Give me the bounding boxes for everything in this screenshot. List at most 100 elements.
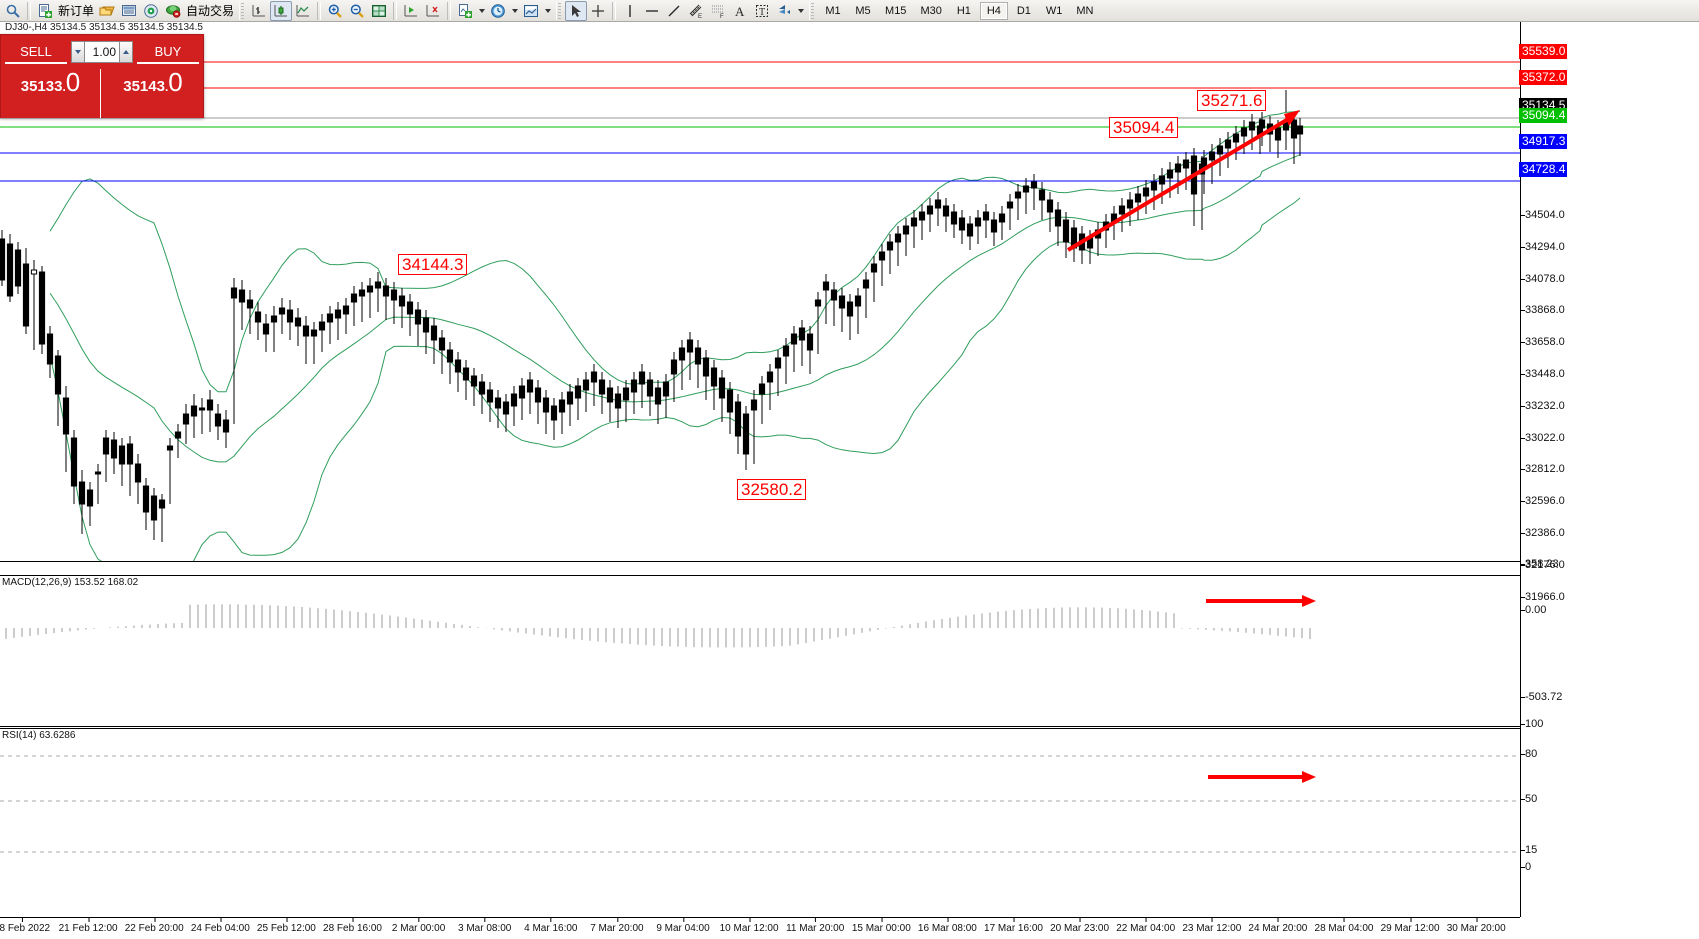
- zoom-out-icon[interactable]: [346, 1, 368, 21]
- time-tick: 15 Mar 00:00: [851, 917, 911, 934]
- price-annotation[interactable]: 35094.4: [1109, 117, 1179, 138]
- timeframe-button-m5[interactable]: M5: [855, 4, 871, 17]
- svg-text:E: E: [698, 14, 702, 19]
- rsi-chart-canvas: [0, 755, 1520, 853]
- templates-icon[interactable]: [520, 1, 542, 21]
- autotrade-icon[interactable]: [162, 1, 184, 21]
- zoom-in-icon[interactable]: [324, 1, 346, 21]
- toolbar-grip-1[interactable]: [239, 1, 246, 20]
- rsi-pane[interactable]: RSI(14) 63.6286: [0, 728, 1520, 917]
- horizontal-line-icon[interactable]: [641, 1, 663, 21]
- crosshair-icon[interactable]: [587, 1, 609, 21]
- timeframe-button-d1[interactable]: D1: [1016, 4, 1031, 17]
- terminal-icon[interactable]: [118, 1, 140, 21]
- time-tick: 21 Feb 12:00: [58, 917, 118, 934]
- price-annotation[interactable]: 35271.6: [1197, 90, 1267, 111]
- shift-end-icon[interactable]: [422, 1, 444, 21]
- volume-input[interactable]: 1.00: [85, 41, 119, 63]
- navigator-icon[interactable]: [140, 1, 162, 21]
- shapes-icon[interactable]: [773, 1, 795, 21]
- trendline-icon[interactable]: [663, 1, 685, 21]
- trade-panel-controls: SELL 1.00 BUY: [1, 35, 205, 69]
- price-tick: 32596.0: [1521, 495, 1565, 508]
- volume-stepper[interactable]: 1.00: [71, 41, 133, 63]
- price-tick: 33658.0: [1521, 336, 1565, 349]
- buy-button[interactable]: BUY: [137, 40, 199, 64]
- price-tick: 32176.0: [1521, 558, 1565, 571]
- ask-price-display[interactable]: 35143. 0: [103, 69, 203, 118]
- timeframe-button-m15[interactable]: M15: [885, 4, 907, 17]
- price-badge-blue-level: 34728.4: [1519, 162, 1568, 177]
- price-tick: 32812.0: [1521, 463, 1565, 476]
- price-badge-red-level: 35372.0: [1519, 70, 1568, 85]
- label-icon[interactable]: T: [751, 1, 773, 21]
- price-pane[interactable]: [0, 34, 1520, 562]
- macd-scale-tick: 0.00: [1520, 604, 1547, 616]
- macd-pane[interactable]: MACD(12,26,9) 153.52 168.02: [0, 575, 1520, 727]
- cursor-search-icon[interactable]: [2, 1, 24, 21]
- price-annotation[interactable]: 34144.3: [398, 254, 468, 275]
- period-clock-icon[interactable]: [487, 1, 509, 21]
- text-icon[interactable]: A: [729, 1, 751, 21]
- volume-increment-button[interactable]: [119, 41, 133, 63]
- timeframe-button-m1[interactable]: M1: [825, 4, 841, 17]
- svg-text:T: T: [759, 7, 765, 18]
- indicators-dropdown-arrow[interactable]: [476, 1, 487, 21]
- toolbar-grip-2[interactable]: [556, 1, 563, 20]
- time-axis[interactable]: 18 Feb 2022 21 Feb 12:00 22 Feb 20:00 24 Fe…: [0, 917, 1520, 939]
- pointer-icon[interactable]: [565, 0, 588, 21]
- time-tick: 23 Mar 12:00: [1182, 917, 1242, 934]
- macd-scale-tick: -503.72: [1520, 691, 1563, 703]
- timeframe-button-h1[interactable]: H1: [956, 4, 971, 17]
- price-annotation[interactable]: 32580.2: [737, 479, 807, 500]
- time-tick: 20 Mar 23:00: [1050, 917, 1110, 934]
- fibonacci-icon[interactable]: F: [707, 1, 729, 21]
- bar-chart-icon[interactable]: [248, 1, 270, 21]
- indicators-icon[interactable]: [454, 1, 476, 21]
- price-scale[interactable]: 34504.0 34294.0 34078.0 33868.0 33658.0 33448…: [1519, 22, 1699, 917]
- timeframe-button-w1[interactable]: W1: [1045, 4, 1063, 17]
- toolbar-separator-5: [612, 1, 617, 20]
- price-badge-blue-level: 34917.3: [1519, 134, 1568, 149]
- price-chart-canvas: [0, 61, 1520, 561]
- vertical-line-icon[interactable]: [619, 1, 641, 21]
- time-tick: 4 Mar 16:00: [524, 917, 578, 934]
- timeframe-button-mn[interactable]: MN: [1076, 4, 1094, 17]
- new-order-label[interactable]: 新订单: [58, 4, 95, 18]
- sell-button[interactable]: SELL: [5, 40, 67, 64]
- symbol-info-bar: DJ30-,H4 35134.5 35134.5 35134.5 35134.5: [5, 22, 203, 33]
- time-tick: 2 Mar 00:00: [391, 917, 446, 934]
- time-tick: 22 Mar 04:00: [1116, 917, 1176, 934]
- equidistant-channel-icon[interactable]: E: [685, 1, 707, 21]
- templates-dropdown-arrow[interactable]: [542, 1, 553, 21]
- grid-icon[interactable]: [368, 1, 390, 21]
- price-tick: 34504.0: [1521, 209, 1565, 221]
- time-tick: 9 Mar 04:00: [656, 917, 710, 934]
- line-chart-icon[interactable]: [292, 1, 314, 21]
- time-tick: 16 Mar 08:00: [917, 917, 977, 934]
- toolbar-separator-3: [393, 1, 398, 20]
- svg-text:F: F: [720, 14, 724, 19]
- bid-price-display[interactable]: 35133. 0: [1, 69, 101, 118]
- price-badge-red-level: 35539.0: [1519, 44, 1568, 59]
- time-tick: 29 Mar 12:00: [1380, 917, 1440, 934]
- toolbar-grip-3[interactable]: [809, 1, 816, 20]
- price-tick: 32386.0: [1521, 527, 1565, 539]
- time-tick: 3 Mar 08:00: [458, 917, 512, 934]
- macd-scale-tick: 358.23: [1521, 558, 1559, 570]
- timeframe-button-m30[interactable]: M30: [920, 4, 942, 17]
- shapes-dropdown-arrow[interactable]: [795, 1, 806, 21]
- new-order-icon[interactable]: [34, 1, 56, 21]
- one-click-trading-panel[interactable]: SELL 1.00 BUY 35133. 0 35143. 0: [0, 34, 204, 118]
- time-tick: 30 Mar 20:00: [1446, 917, 1506, 934]
- time-tick: 28 Mar 04:00: [1314, 917, 1374, 934]
- period-dropdown-arrow[interactable]: [509, 1, 520, 21]
- folder-icon[interactable]: [96, 1, 118, 21]
- autotrade-label[interactable]: 自动交易: [186, 4, 235, 18]
- volume-decrement-button[interactable]: [71, 41, 85, 63]
- shift-start-icon[interactable]: [400, 1, 422, 21]
- timeframe-button-h4[interactable]: H4: [979, 1, 1008, 20]
- candle-chart-icon[interactable]: [270, 0, 293, 21]
- toolbar-separator-4: [447, 1, 452, 20]
- ask-price-last-digit: 0: [168, 67, 183, 97]
